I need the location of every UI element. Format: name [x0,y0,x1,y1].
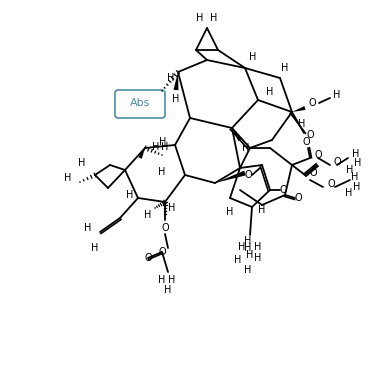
Text: O: O [294,193,302,203]
Text: H: H [64,173,72,183]
Text: O: O [333,157,341,167]
Text: H: H [258,205,266,215]
Text: H: H [298,119,306,129]
Text: H: H [242,143,250,153]
Polygon shape [292,106,305,112]
Text: H: H [354,158,362,168]
Text: H: H [91,243,99,253]
Text: H: H [158,275,166,285]
Text: H: H [246,250,254,260]
Text: H: H [266,87,274,97]
Text: H: H [254,253,262,263]
Text: H: H [238,242,246,252]
Text: H: H [352,149,360,159]
Text: H: H [196,13,204,23]
Text: H: H [159,137,167,147]
Text: O: O [158,247,166,257]
Text: H: H [351,172,359,182]
Text: O: O [244,170,252,180]
Polygon shape [215,170,246,183]
Text: H: H [346,165,354,175]
Polygon shape [173,72,179,90]
Text: O: O [144,253,152,263]
Text: H: H [281,63,289,73]
Text: H: H [152,142,160,152]
Text: O: O [161,223,169,233]
Text: H: H [226,207,234,217]
FancyBboxPatch shape [115,90,165,118]
Text: O: O [309,168,317,178]
Text: H: H [164,285,172,295]
Text: O: O [327,179,335,189]
Text: O: O [302,137,310,147]
Text: H: H [158,167,166,177]
Text: H: H [244,236,252,246]
Text: H: H [144,210,152,220]
Text: H: H [234,255,242,265]
Text: H: H [249,52,257,62]
Text: H: H [126,190,134,200]
Text: H: H [167,73,175,83]
Text: H: H [78,158,86,168]
Text: H: H [161,142,169,152]
Text: O: O [279,185,287,195]
Text: H: H [172,94,180,104]
Text: H: H [244,265,252,275]
Text: H: H [333,90,341,100]
Text: O: O [314,150,322,160]
Text: H: H [168,203,176,213]
Text: H: H [210,13,218,23]
Text: H: H [168,275,176,285]
Text: Abs: Abs [130,98,150,108]
Text: O: O [308,98,316,108]
Polygon shape [232,128,242,141]
Polygon shape [138,148,145,159]
Text: H: H [84,223,92,233]
Text: O: O [306,130,314,140]
Text: H: H [345,188,353,198]
Text: H: H [254,242,262,252]
Text: H: H [244,243,252,253]
Text: H: H [353,182,361,192]
